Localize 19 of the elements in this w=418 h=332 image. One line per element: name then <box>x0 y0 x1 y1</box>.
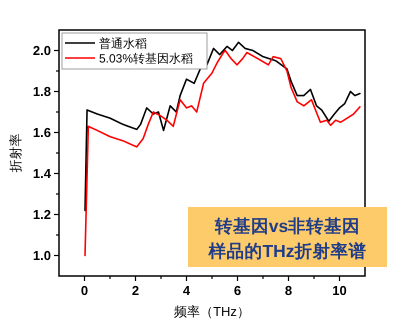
y-tick-label: 1.6 <box>32 125 51 140</box>
y-tick-label: 2.0 <box>32 43 51 58</box>
x-tick-label: 10 <box>332 283 347 298</box>
y-tick-label: 1.4 <box>32 166 52 181</box>
x-axis-title: 频率（THz） <box>174 304 250 319</box>
y-tick-label: 1.8 <box>32 84 51 99</box>
annotation: 样品的THz折射率谱 <box>207 241 367 261</box>
y-tick-label: 1.0 <box>32 248 51 263</box>
x-tick-label: 2 <box>132 283 140 298</box>
x-tick-label: 6 <box>234 283 242 298</box>
legend-label: 5.03%转基因水稻 <box>99 52 194 66</box>
annotation: 转基因vs非转基因 <box>214 216 360 236</box>
x-tick-label: 0 <box>80 283 88 298</box>
annotation: 转基因vs非转基因 样品的THz折射率谱 <box>188 207 387 267</box>
x-tick-label: 8 <box>284 283 292 298</box>
y-tick-label: 1.2 <box>32 207 51 222</box>
y-axis-title: 折射率 <box>8 134 23 172</box>
x-tick-label: 4 <box>182 283 191 298</box>
legend-label: 普通水稻 <box>99 36 147 50</box>
